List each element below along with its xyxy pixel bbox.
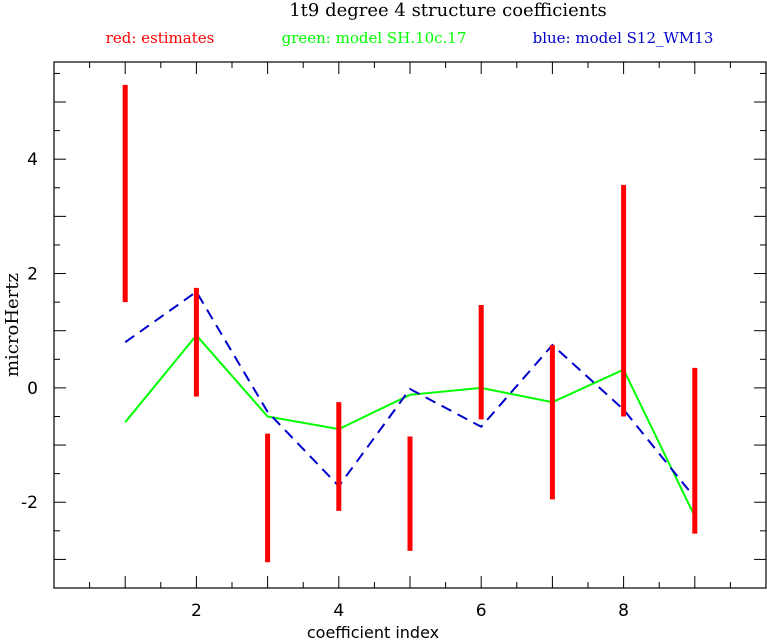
data-marks	[122, 84, 698, 563]
x-tick-label: 6	[476, 601, 487, 621]
y-axis-label: microHertz	[2, 273, 23, 377]
x-tick-label: 8	[618, 601, 629, 621]
legend-estimates: red: estimates	[106, 29, 215, 47]
y-tick-label: 4	[27, 150, 38, 170]
x-axis-label: coefficient index	[307, 623, 439, 641]
series-line-sh	[124, 333, 696, 517]
y-tick-label: 0	[27, 379, 38, 399]
chart-title: 1t9 degree 4 structure coefficients	[289, 0, 607, 21]
y-tick-label: -2	[21, 493, 38, 513]
x-tick-label: 4	[333, 601, 344, 621]
series-line-s12	[124, 290, 696, 499]
x-tick-label: 2	[191, 601, 202, 621]
legend-model-s12: blue: model S12_WM13	[533, 29, 714, 47]
legend-model-sh: green: model SH.10c.17	[282, 29, 467, 47]
axis-tick-labels: 2 4 6 8 -2 0 2 4	[21, 150, 629, 621]
axis-ticks	[54, 62, 766, 589]
y-tick-label: 2	[27, 265, 38, 285]
